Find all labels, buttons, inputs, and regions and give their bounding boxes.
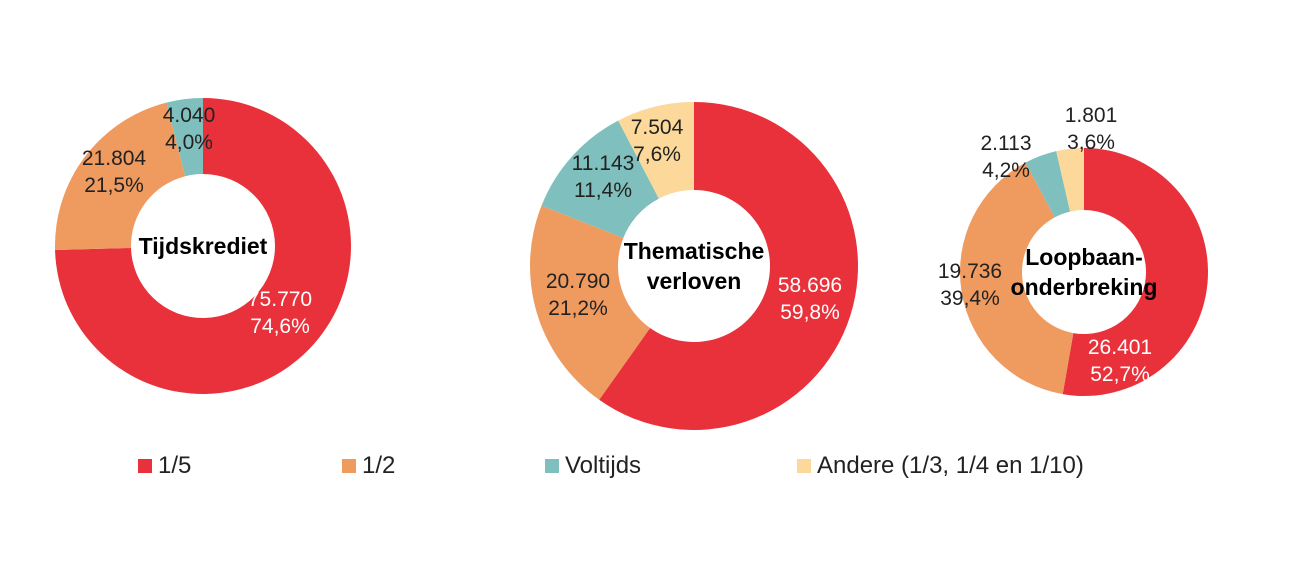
legend-label-one-fifth: 1/5 — [158, 452, 192, 479]
donut-loopbaanonderbreking: 26.401 52,7% 19.736 39,4% 2.113 4,2% 1.801 3,6%… — [938, 104, 1208, 396]
legend-swatch-one-fifth — [138, 459, 152, 473]
value-label-thematische-verloven-one-fifth: 58.696 — [778, 274, 842, 297]
legend-swatch-fulltime — [545, 459, 559, 473]
slice-thematische-verloven-fulltime — [541, 120, 659, 239]
legend-item-half: 1/2 — [342, 452, 395, 480]
donut-thematische-verloven: 58.696 59,8% 20.790 21,2% 11.143 11,4% 7.504 7,… — [529, 102, 858, 430]
value-label-thematische-verloven-half: 20.790 — [546, 270, 610, 293]
donut-title-tijdskrediet: Tijdskrediet — [139, 233, 268, 259]
slice-tijdskrediet-one-fifth — [55, 98, 352, 394]
value-label-tijdskrediet-fulltime: 4.040 — [163, 104, 216, 127]
donut-title-thematische-verloven-line-2: verloven — [647, 268, 742, 294]
value-label-loopbaanonderbreking-half: 19.736 — [938, 260, 1002, 283]
percent-label-tijdskrediet-half: 21,5% — [84, 174, 144, 197]
legend-item-fulltime: Voltijds — [545, 452, 641, 480]
slice-loopbaanonderbreking-fulltime — [1025, 151, 1071, 218]
slice-thematische-verloven-half — [529, 205, 651, 400]
donut-title-loopbaanonderbreking-line-1: Loopbaan- — [1025, 244, 1143, 270]
slice-tijdskrediet-fulltime — [166, 98, 203, 177]
legend-label-half: 1/2 — [362, 452, 396, 479]
legend-swatch-half — [342, 459, 356, 473]
percent-label-loopbaanonderbreking-fulltime: 4,2% — [982, 159, 1030, 182]
legend-item-one-fifth: 1/5 — [138, 452, 191, 480]
slice-thematische-verloven-one-fifth — [599, 102, 858, 430]
value-label-loopbaanonderbreking-one-fifth: 26.401 — [1088, 336, 1152, 359]
value-label-tijdskrediet-half: 21.804 — [82, 147, 147, 170]
percent-label-thematische-verloven-half: 21,2% — [548, 297, 608, 320]
donut-title-loopbaanonderbreking-line-2: onderbreking — [1011, 274, 1158, 300]
percent-label-thematische-verloven-fulltime: 11,4% — [574, 179, 632, 202]
percent-label-loopbaanonderbreking-one-fifth: 52,7% — [1090, 363, 1150, 386]
percent-label-thematische-verloven-other: 7,6% — [633, 143, 681, 166]
value-label-thematische-verloven-fulltime: 11.143 — [572, 152, 635, 175]
percent-label-tijdskrediet-fulltime: 4,0% — [165, 131, 213, 154]
legend: 1/5 1/2 Voltijds Andere (1/3, 1/4 en 1/1… — [0, 452, 1292, 482]
percent-label-loopbaanonderbreking-other: 3,6% — [1067, 131, 1115, 154]
legend-item-other: Andere (1/3, 1/4 en 1/10) — [797, 452, 1084, 480]
legend-label-other: Andere (1/3, 1/4 en 1/10) — [817, 452, 1084, 479]
value-label-tijdskrediet-one-fifth: 75.770 — [248, 288, 312, 311]
slice-loopbaanonderbreking-half — [959, 162, 1074, 395]
percent-label-thematische-verloven-one-fifth: 59,8% — [780, 301, 840, 324]
slice-loopbaanonderbreking-other — [1056, 148, 1084, 212]
value-label-thematische-verloven-other: 7.504 — [631, 116, 684, 139]
value-label-loopbaanonderbreking-fulltime: 2.113 — [981, 132, 1032, 155]
slice-tijdskrediet-half — [55, 102, 186, 251]
value-label-loopbaanonderbreking-other: 1.801 — [1065, 104, 1118, 127]
legend-swatch-other — [797, 459, 811, 473]
slice-thematische-verloven-other — [618, 102, 694, 199]
percent-label-tijdskrediet-one-fifth: 74,6% — [250, 315, 310, 338]
percent-label-loopbaanonderbreking-half: 39,4% — [940, 287, 1000, 310]
donut-tijdskrediet: 75.770 74,6% 21.804 21,5% 4.040 4,0% Tijdskred… — [55, 98, 352, 394]
donut-title-thematische-verloven-line-1: Thematische — [624, 238, 765, 264]
legend-label-fulltime: Voltijds — [565, 452, 642, 479]
slice-loopbaanonderbreking-one-fifth — [1062, 148, 1208, 396]
